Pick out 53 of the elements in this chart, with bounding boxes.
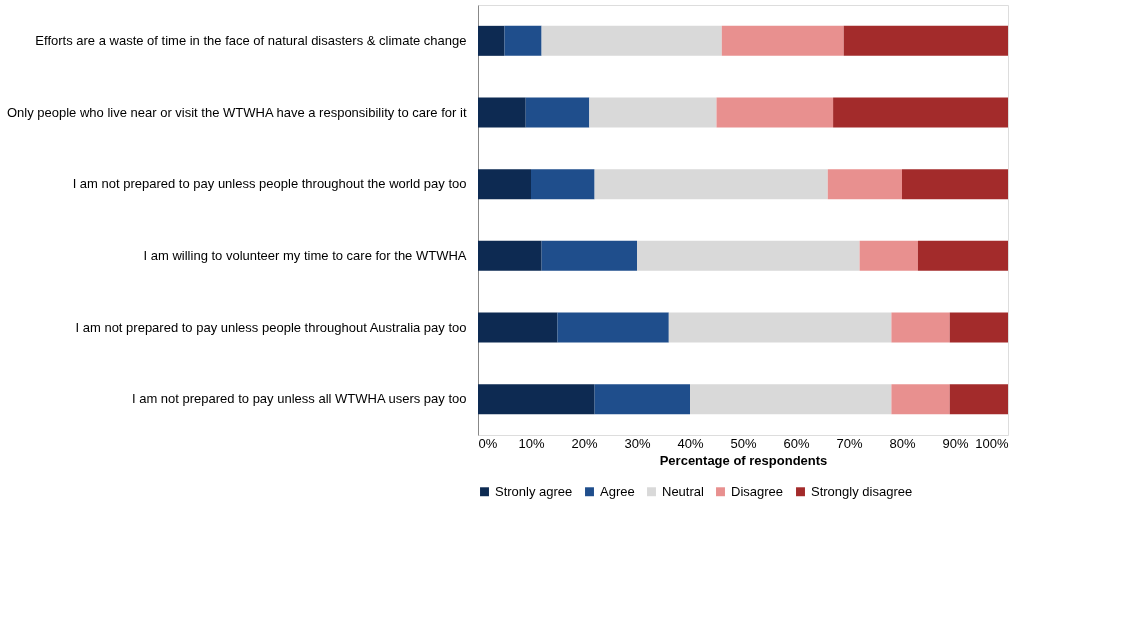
y-tick-label: I am not prepared to pay unless people throughout Australia pay too <box>75 319 467 335</box>
y-tick-label: I am not prepared to pay unless all WTWHA users pay too <box>131 391 467 407</box>
bar <box>637 240 860 271</box>
legend-label: Disagree <box>731 483 784 499</box>
bar <box>478 169 531 200</box>
legend-label: Neutral <box>662 483 705 499</box>
bar <box>891 384 950 415</box>
bar <box>949 312 1008 343</box>
y-tick-label: Only people who live near or visit the WTWHA have a responsibility to care for it <box>6 104 467 120</box>
bar <box>721 25 844 56</box>
bar <box>843 25 1008 56</box>
bar <box>589 97 717 128</box>
bar <box>859 240 918 271</box>
bar <box>949 384 1008 415</box>
bar <box>716 97 834 128</box>
x-tick-label: 60% <box>783 435 810 451</box>
bar <box>478 240 542 271</box>
bar <box>833 97 1008 128</box>
bar <box>557 312 669 343</box>
y-tick-label: Efforts are a waste of time in the face of natural disasters & climate change <box>35 32 467 48</box>
bar <box>690 384 892 415</box>
y-tick-label: I am not prepared to pay unless people throughout the world pay too <box>72 176 467 192</box>
bar <box>668 312 892 343</box>
y-tick-label: I am willing to volunteer my time to care for the WTWHA <box>143 247 467 263</box>
bar <box>531 169 595 200</box>
x-tick-label: 80% <box>889 435 916 451</box>
bar <box>525 97 590 128</box>
bar <box>541 240 637 271</box>
x-tick-label: 100% <box>975 435 1009 451</box>
x-tick-label: 50% <box>730 435 757 451</box>
x-tick-label: 30% <box>624 435 651 451</box>
bar <box>478 384 595 415</box>
legend-label: Strongly disagree <box>811 483 913 499</box>
bar <box>902 169 1008 200</box>
legend-label: Agree <box>600 483 635 499</box>
x-tick-label: 20% <box>571 435 598 451</box>
x-axis-title: Percentage of respondents <box>659 452 828 468</box>
x-tick-label: 40% <box>677 435 704 451</box>
x-tick-label: 0% <box>478 435 498 451</box>
legend-label: Stronly agree <box>495 483 573 499</box>
bar <box>891 312 950 343</box>
bar <box>594 384 690 415</box>
bar <box>504 25 542 56</box>
bar <box>827 169 902 200</box>
x-tick-label: 70% <box>836 435 863 451</box>
bar <box>541 25 722 56</box>
bar <box>478 97 526 128</box>
bar <box>478 25 505 56</box>
x-tick-label: 10% <box>518 435 545 451</box>
x-tick-label: 90% <box>942 435 969 451</box>
bar <box>594 169 828 200</box>
bar <box>917 240 1008 271</box>
bar <box>478 312 558 343</box>
